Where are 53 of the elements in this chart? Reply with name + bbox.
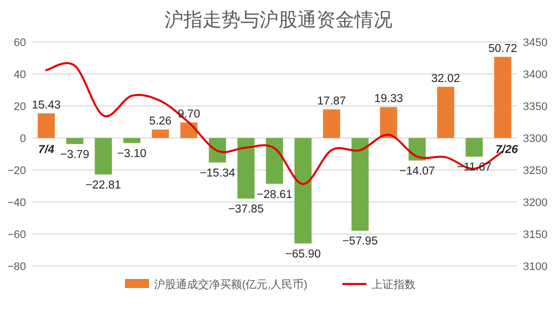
bar [38, 113, 55, 138]
y2-tick-label: 3300 [523, 133, 548, 145]
bar [352, 138, 369, 231]
bar [237, 138, 255, 199]
chart-title: 沪指走势与沪股通资金情况 [164, 9, 392, 31]
bar [66, 138, 84, 144]
y2-tick-label: 3150 [523, 229, 548, 241]
data-label: 5.26 [149, 116, 172, 128]
x-tick-label: 7/26 [496, 144, 519, 156]
legend-沪股通成交净买额(亿元,人民币): 沪股通成交净买额(亿元,人民币) [125, 279, 308, 291]
bar [437, 86, 454, 138]
data-label: −28.61 [256, 188, 292, 201]
data-label: 50.72 [488, 42, 518, 55]
y-tick-label: −80 [7, 261, 26, 273]
data-label: −3.10 [117, 148, 146, 160]
y-tick-label: −60 [7, 229, 26, 241]
bar [208, 138, 226, 163]
y-tick-label: 20 [14, 101, 26, 113]
data-label: −15.34 [200, 168, 236, 180]
bar [294, 138, 312, 244]
legend-label: 上证指数 [371, 278, 416, 291]
data-label: −37.85 [228, 204, 264, 216]
y2-tick-label: 3400 [523, 69, 548, 81]
data-label: −57.95 [342, 236, 378, 248]
data-label: −22.81 [86, 179, 122, 192]
bar [152, 130, 169, 138]
y2-tick-label: 3250 [523, 165, 548, 177]
data-label: −3.79 [60, 149, 90, 162]
data-label: 19.33 [374, 93, 404, 106]
legend-label: 沪股通成交净买额(亿元,人民币) [154, 278, 308, 291]
x-tick-label: 7/4 [38, 144, 55, 156]
y2-tick-label: 3350 [523, 101, 548, 113]
y-tick-label: 40 [14, 69, 26, 81]
bar [266, 138, 284, 184]
bar [123, 138, 140, 143]
y-tick-label: −20 [7, 165, 26, 177]
y-tick-label: −40 [7, 197, 26, 209]
data-label: −65.90 [285, 248, 321, 260]
bar [323, 109, 340, 138]
legend-上证指数: 上证指数 [342, 279, 416, 291]
y2-tick-label: 3100 [523, 261, 548, 273]
bar [380, 107, 398, 138]
bar [494, 56, 512, 138]
y-tick-label: 60 [14, 37, 26, 49]
y2-tick-label: 3450 [523, 37, 548, 49]
y2-tick-label: 3200 [523, 197, 548, 209]
data-label: −14.07 [399, 166, 435, 178]
data-label: 17.87 [317, 95, 346, 108]
data-label: 15.43 [32, 99, 61, 112]
y-tick-label: 0 [20, 133, 26, 145]
data-label: 32.02 [431, 72, 460, 85]
bar [94, 138, 112, 174]
bar [466, 138, 483, 157]
